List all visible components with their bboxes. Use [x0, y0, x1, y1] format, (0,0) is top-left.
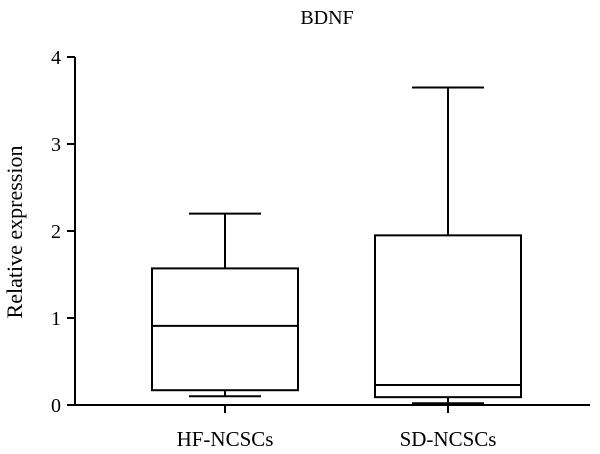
boxes [151, 86, 522, 405]
y-axis-label: Relative expression [2, 146, 27, 319]
y-tick-label: 2 [51, 221, 61, 243]
box-hf-ncscs [151, 212, 299, 398]
x-tick-label: SD-NCSCs [400, 427, 497, 451]
y-tick-label: 4 [51, 47, 61, 69]
iqr-box [151, 267, 299, 392]
axes: 0 1 2 3 4 [51, 47, 590, 417]
y-tick-label: 1 [51, 308, 61, 330]
y-tick-label: 0 [51, 395, 61, 417]
box-sd-ncscs [374, 86, 522, 405]
x-tick-label: HF-NCSCs [177, 427, 274, 451]
chart-title: BDNF [300, 7, 353, 29]
iqr-box [374, 234, 522, 399]
x-tick-labels: HF-NCSCs SD-NCSCs [177, 427, 497, 451]
y-tick-label: 3 [51, 134, 61, 156]
